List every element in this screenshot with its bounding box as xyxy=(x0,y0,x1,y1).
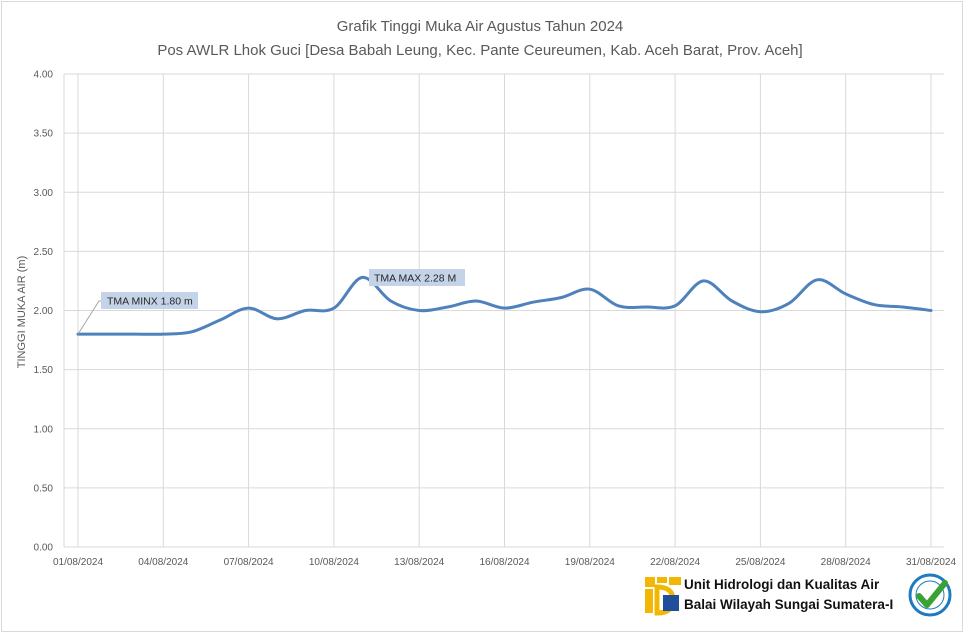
series-layer xyxy=(76,275,933,336)
x-tick-label: 19/08/2024 xyxy=(565,557,615,568)
y-axis-ticks: 0.00 0.50 1.00 1.50 2.00 2.50 3.00 3.50 4.00 xyxy=(34,70,54,554)
x-tick-label: 10/08/2024 xyxy=(309,557,359,568)
org-line-1: Unit Hidrologi dan Kualitas Air xyxy=(684,577,880,592)
certified-badge-icon xyxy=(908,573,952,617)
x-tick-label: 22/08/2024 xyxy=(650,557,700,568)
chart-subtitle: Pos AWLR Lhok Guci [Desa Babah Leung, Ke… xyxy=(157,42,802,59)
y-tick-label: 2.50 xyxy=(34,247,54,258)
callout-label-max: TMA MAX 2.28 M xyxy=(374,273,456,285)
y-tick-label: 3.50 xyxy=(34,129,54,140)
y-tick-label: 0.50 xyxy=(34,483,54,494)
y-tick-label: 1.50 xyxy=(34,365,54,376)
organization-name: Unit Hidrologi dan Kualitas Air Balai Wi… xyxy=(684,575,893,615)
callout-box-max xyxy=(369,269,465,286)
x-tick-label: 16/08/2024 xyxy=(479,557,529,568)
pupr-logo xyxy=(643,575,683,616)
logo-block-blue xyxy=(663,595,679,611)
gridlines xyxy=(63,73,944,548)
y-tick-label: 3.00 xyxy=(34,188,54,199)
logo-block-right xyxy=(669,577,681,585)
y-tick-label: 0.00 xyxy=(34,543,54,554)
x-tick-label: 25/08/2024 xyxy=(735,557,785,568)
callout-leader-min xyxy=(77,300,104,335)
annotations: TMA MINX 1.80 m TMA MAX 2.28 M xyxy=(77,269,465,335)
chart-title: Grafik Tinggi Muka Air Agustus Tahun 202… xyxy=(337,18,624,35)
x-tick-label: 01/08/2024 xyxy=(53,557,103,568)
y-tick-label: 2.00 xyxy=(34,306,54,317)
y-tick-label: 1.00 xyxy=(34,424,54,435)
org-line-2: Balai Wilayah Sungai Sumatera-I xyxy=(684,597,894,612)
badge-inner-ring xyxy=(915,580,945,610)
x-tick-label: 28/08/2024 xyxy=(821,557,871,568)
logo-block-top xyxy=(645,577,667,587)
logo-bar-left xyxy=(645,589,653,613)
x-axis-ticks: 01/08/2024 04/08/2024 07/08/2024 10/08/2024… xyxy=(53,557,956,568)
x-tick-label: 31/08/2024 xyxy=(906,557,956,568)
x-tick-label: 04/08/2024 xyxy=(138,557,188,568)
check-icon xyxy=(916,580,948,608)
y-tick-label: 4.00 xyxy=(34,70,54,81)
x-tick-label: 07/08/2024 xyxy=(224,557,274,568)
callout-box-min xyxy=(101,292,198,309)
callout-label-min: TMA MINX 1.80 m xyxy=(107,296,193,308)
y-axis-label: TINGGI MUKA AIR (m) xyxy=(16,256,28,368)
x-tick-label: 13/08/2024 xyxy=(394,557,444,568)
